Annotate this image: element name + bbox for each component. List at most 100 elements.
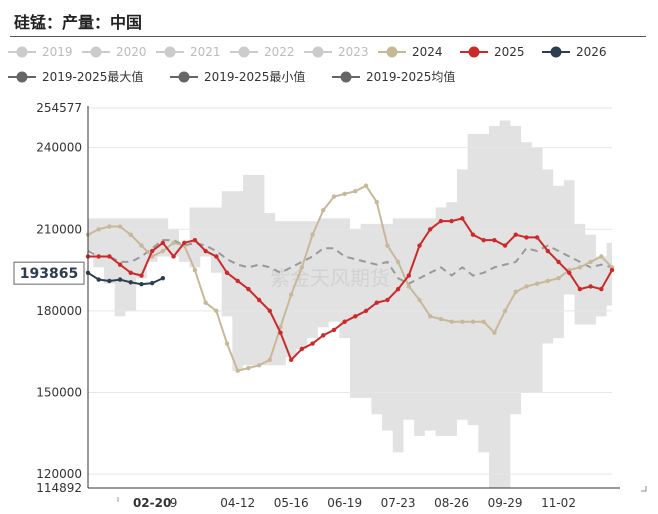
legend-item-2021[interactable]: 2021 (156, 45, 221, 59)
data-point-2024[interactable] (139, 243, 144, 248)
data-point-2024[interactable] (288, 292, 294, 297)
data-point-2025[interactable] (374, 300, 379, 305)
data-point-2026[interactable] (107, 278, 112, 284)
data-point-2025[interactable] (395, 286, 401, 292)
data-point-2026[interactable] (117, 277, 123, 282)
data-point-2025[interactable] (310, 341, 315, 346)
data-point-2025[interactable] (321, 333, 326, 338)
data-point-2024[interactable] (385, 243, 390, 248)
data-point-2024[interactable] (438, 316, 444, 322)
data-point-2024[interactable] (545, 278, 551, 284)
data-point-2024[interactable] (406, 284, 412, 289)
data-point-2024[interactable] (96, 227, 101, 232)
chart-legend[interactable]: 2019 2020 2021 2022 2023 2024 2025 2026 2019-202… (8, 45, 607, 84)
legend-item-2022[interactable]: 2022 (230, 45, 295, 59)
data-point-2025[interactable] (428, 227, 433, 232)
legend-item-2019-2025最大值[interactable]: 2019-2025最大值 (8, 69, 143, 84)
legend-item-2023[interactable]: 2023 (304, 45, 369, 59)
data-point-2024[interactable] (117, 224, 123, 229)
data-point-2024[interactable] (224, 341, 230, 346)
data-point-2025[interactable] (182, 240, 187, 246)
data-point-2024[interactable] (513, 289, 518, 295)
data-point-2025[interactable] (278, 330, 283, 335)
data-point-2024[interactable] (353, 188, 358, 194)
data-point-2025[interactable] (353, 314, 358, 319)
data-point-2024[interactable] (310, 232, 315, 237)
data-point-2024[interactable] (374, 199, 379, 205)
data-point-2025[interactable] (149, 248, 155, 254)
data-point-2025[interactable] (481, 237, 486, 243)
data-point-2024[interactable] (577, 265, 583, 270)
data-point-2025[interactable] (588, 284, 593, 289)
data-point-2025[interactable] (577, 286, 583, 292)
data-point-2024[interactable] (492, 330, 497, 335)
data-point-2025[interactable] (385, 297, 390, 303)
data-point-2025[interactable] (117, 262, 123, 267)
data-point-2024[interactable] (556, 276, 561, 281)
data-point-2024[interactable] (331, 194, 337, 199)
data-point-2024[interactable] (502, 308, 508, 314)
data-point-2025[interactable] (246, 286, 251, 292)
data-point-2024[interactable] (246, 365, 251, 371)
legend-item-2019-2025均值[interactable]: 2019-2025均值 (332, 69, 455, 84)
data-point-2024[interactable] (417, 297, 422, 303)
data-point-2026[interactable] (149, 280, 155, 286)
data-point-2025[interactable] (609, 267, 615, 273)
series-2024[interactable] (85, 183, 615, 373)
data-point-2024[interactable] (342, 191, 347, 197)
legend-item-2019-2025最小值[interactable]: 2019-2025最小值 (170, 69, 305, 84)
series-2026[interactable] (85, 270, 166, 287)
series-lines[interactable] (85, 183, 615, 373)
series-2025[interactable] (85, 216, 615, 363)
data-point-2025[interactable] (417, 243, 422, 248)
data-point-2024[interactable] (256, 363, 262, 368)
data-point-2025[interactable] (256, 297, 262, 303)
data-point-2026[interactable] (128, 280, 133, 285)
data-point-2025[interactable] (288, 357, 294, 363)
data-point-2025[interactable] (460, 216, 465, 221)
data-point-2025[interactable] (214, 254, 219, 259)
data-point-2025[interactable] (299, 346, 305, 352)
data-point-2024[interactable] (107, 224, 112, 229)
data-point-2024[interactable] (160, 248, 166, 254)
data-point-2025[interactable] (96, 254, 101, 259)
data-point-2026[interactable] (160, 276, 166, 281)
data-point-2025[interactable] (567, 270, 572, 275)
data-point-2025[interactable] (438, 218, 444, 224)
data-point-2025[interactable] (406, 273, 412, 278)
data-point-2026[interactable] (96, 277, 101, 282)
data-point-2025[interactable] (502, 243, 508, 248)
data-point-2025[interactable] (331, 327, 337, 333)
data-point-2025[interactable] (556, 259, 561, 265)
legend-item-2025[interactable]: 2025 (460, 45, 525, 59)
data-point-2024[interactable] (203, 300, 208, 305)
data-point-2024[interactable] (449, 319, 454, 324)
data-point-2024[interactable] (235, 368, 240, 373)
legend-item-2024[interactable]: 2024 (378, 45, 443, 59)
data-point-2025[interactable] (599, 286, 604, 292)
data-point-2025[interactable] (513, 232, 518, 237)
data-point-2025[interactable] (160, 240, 166, 246)
data-point-2025[interactable] (192, 237, 198, 243)
data-point-2025[interactable] (139, 273, 144, 278)
data-point-2025[interactable] (342, 319, 347, 324)
data-point-2025[interactable] (128, 270, 133, 275)
data-point-2024[interactable] (599, 254, 604, 259)
data-point-2024[interactable] (321, 208, 326, 213)
data-point-2025[interactable] (267, 308, 272, 314)
data-point-2024[interactable] (363, 183, 369, 188)
data-point-2025[interactable] (203, 248, 208, 254)
legend-item-2020[interactable]: 2020 (82, 45, 147, 59)
data-point-2024[interactable] (460, 319, 465, 324)
data-point-2025[interactable] (449, 218, 454, 224)
data-point-2024[interactable] (481, 319, 486, 324)
data-point-2026[interactable] (139, 282, 144, 287)
data-point-2024[interactable] (128, 232, 133, 237)
data-point-2024[interactable] (214, 308, 219, 314)
data-point-2024[interactable] (171, 240, 176, 246)
data-point-2025[interactable] (171, 254, 176, 259)
data-point-2025[interactable] (224, 270, 230, 275)
data-point-2025[interactable] (470, 232, 476, 237)
data-point-2024[interactable] (534, 281, 540, 286)
